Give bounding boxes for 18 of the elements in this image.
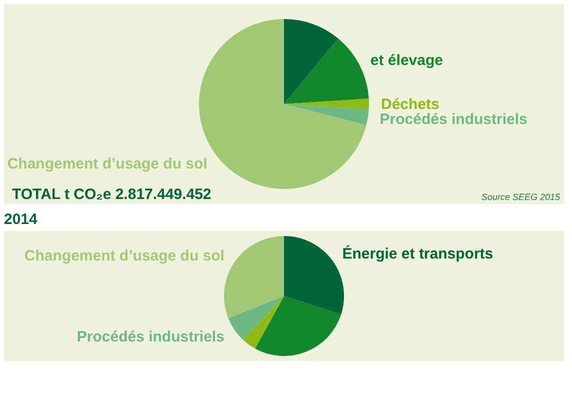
source-note: Source SEEG 2015 <box>481 192 561 202</box>
slice-label: Changement d’usage du sol <box>7 155 208 172</box>
pie-slice <box>228 296 284 340</box>
pie-slice <box>284 104 369 126</box>
pie-slice <box>284 19 338 104</box>
slice-label: Énergie et transports <box>342 244 494 263</box>
slice-label: et élevage <box>370 52 443 69</box>
pie-slice <box>284 236 344 315</box>
slice-label: Procédés industriels <box>380 111 528 128</box>
text: TOTAL t CO₂e 2.817.449.452 <box>12 186 212 203</box>
pie-slice <box>224 236 284 318</box>
slice-label: Changement d’usage du sol <box>24 248 224 265</box>
pie-slice <box>284 38 369 104</box>
chart-title: 2014 <box>4 211 38 228</box>
slice-label: Procédés industriels <box>76 328 224 346</box>
pie-slice <box>255 296 342 356</box>
pie-slice <box>242 296 284 349</box>
slice-label: Déchets <box>381 96 440 113</box>
